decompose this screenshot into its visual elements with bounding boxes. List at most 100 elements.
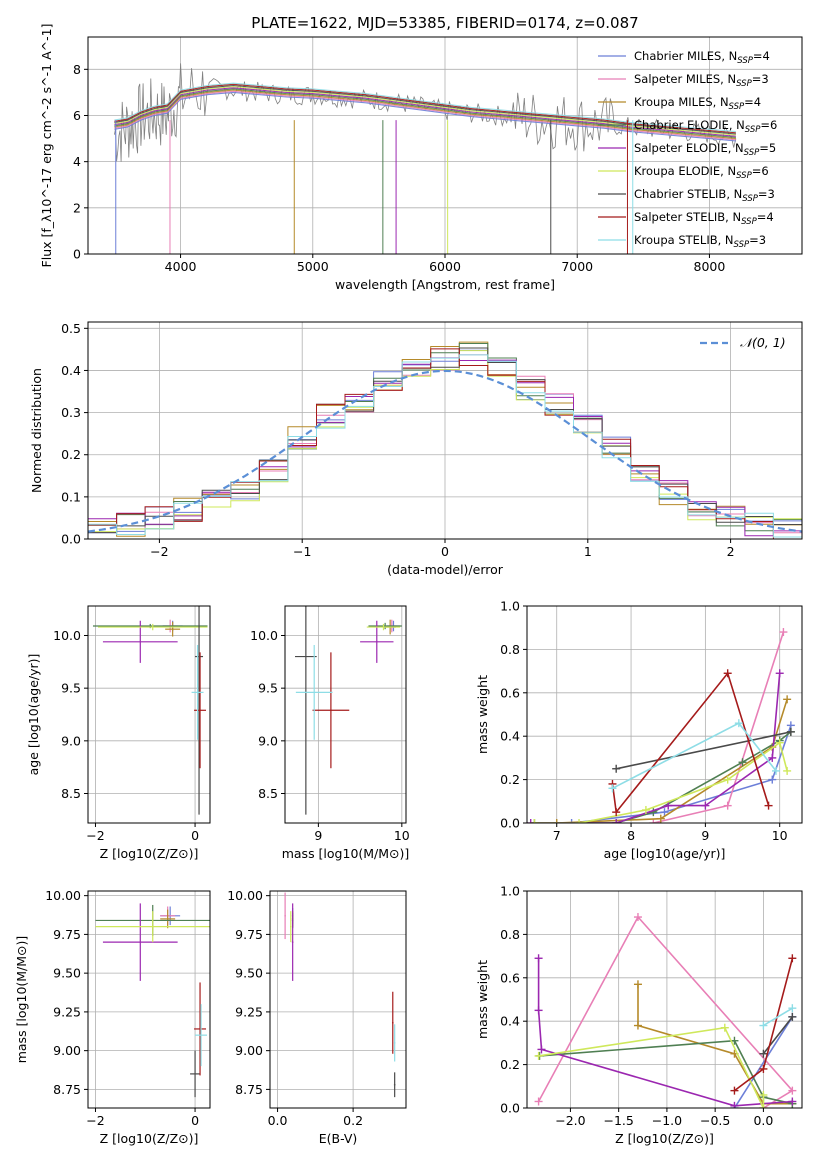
y-tick-label: 9.00 xyxy=(53,1043,81,1058)
weight-marker xyxy=(608,784,617,793)
model-spectrum-line xyxy=(114,87,736,137)
spectrum-legend: Chabrier MILES, NSSP=4 Salpeter MILES, NS… xyxy=(598,49,777,250)
error-bar-point xyxy=(195,1004,208,1067)
weight-marker xyxy=(786,727,795,736)
x-tick-label: 2 xyxy=(727,544,735,559)
y-tick-label: 0.0 xyxy=(61,532,81,547)
x-tick-label: 8 xyxy=(627,828,635,843)
weight-marker xyxy=(759,1049,768,1058)
y-tick-label: 0.8 xyxy=(500,927,520,942)
mass_vs_EBV-frame: 0.0 0.2 8.75 9.00 9.25 9.50 9.75 10.00 E(B-V) xyxy=(227,888,407,1146)
x-tick-label: −1 xyxy=(293,544,311,559)
weight-marker xyxy=(788,1004,797,1013)
model-spectrum-line xyxy=(114,88,736,138)
weight-marker xyxy=(534,1051,543,1060)
weight-marker xyxy=(664,801,673,810)
age_vs_mass-points xyxy=(295,606,402,815)
y-tick-label: 9.50 xyxy=(53,966,81,981)
error-bar-point xyxy=(312,652,350,769)
error-bar-point xyxy=(290,911,292,943)
weight-marker xyxy=(775,738,784,747)
x-tick-label: −2 xyxy=(86,1113,104,1128)
mass_vs_EBV-points xyxy=(284,892,396,1098)
x-tick-label: 0 xyxy=(191,828,199,843)
weight-series-line xyxy=(762,1007,793,1027)
weight-series-line xyxy=(733,1016,794,1108)
y-tick-label: 1.0 xyxy=(500,884,520,899)
weight-marker xyxy=(612,819,621,823)
age_vs_mass-frame: 9 10 8.5 9.0 9.5 10.0 mass [log10(M/M⊙)] xyxy=(250,605,410,861)
x-tick-label: 10 xyxy=(772,828,788,843)
y-tick-label: 0.0 xyxy=(500,1101,520,1116)
y-tick-label: 8.5 xyxy=(258,786,278,801)
x-axis-label: wavelength [Angstrom, rest frame] xyxy=(335,277,555,292)
weight-marker xyxy=(633,980,642,989)
y-tick-label: 9.25 xyxy=(53,1004,81,1019)
weight-marker xyxy=(738,758,747,767)
weight-marker xyxy=(720,1023,729,1032)
axes-frame xyxy=(526,605,803,824)
error-bar-point xyxy=(284,892,286,940)
y-tick-label: 8.75 xyxy=(53,1082,81,1097)
y-axis-label: age [log10(age/yr)] xyxy=(26,654,41,776)
weight-series-line xyxy=(537,915,794,1108)
x-tick-label: −2 xyxy=(86,828,104,843)
y-tick-label: 8.5 xyxy=(61,786,81,801)
weight-marker xyxy=(723,669,732,678)
error-bar-point xyxy=(368,622,402,630)
model-spectrum-line xyxy=(114,84,736,135)
y-tick-label: 0.4 xyxy=(500,729,520,744)
weight-series-line xyxy=(539,1039,793,1105)
weight-series-line xyxy=(611,671,770,815)
mass_weight_vs_age-axes xyxy=(527,605,802,824)
weight-series-line xyxy=(534,731,792,823)
y-tick-label: 1.0 xyxy=(500,599,520,614)
y-tick-label: 2 xyxy=(73,200,81,215)
weight-series-line xyxy=(616,731,792,770)
x-axis-label: Z [log10(Z/Z⊙)] xyxy=(100,1131,199,1146)
legend-label: Kroupa ELODIE, NSSP=6 xyxy=(634,164,769,181)
x-axis-label: Z [log10(Z/Z⊙)] xyxy=(100,846,199,861)
x-axis-label: age [log10(age/yr)] xyxy=(604,846,726,861)
y-tick-label: 10.00 xyxy=(45,888,81,903)
error-bar-point xyxy=(97,623,208,631)
x-tick-label: 6000 xyxy=(429,259,461,274)
residuals-axes xyxy=(88,322,802,540)
weight-series-line xyxy=(530,673,781,823)
histogram-step xyxy=(88,354,802,539)
weight-series-line xyxy=(556,699,788,823)
y-axis-label: mass [log10(M/M⊙)] xyxy=(14,936,29,1064)
y-tick-label: 9.75 xyxy=(235,927,263,942)
weight-marker xyxy=(656,814,665,823)
weight-marker xyxy=(534,1006,543,1015)
y-tick-label: 0.1 xyxy=(61,489,81,504)
y-tick-label: 8.75 xyxy=(235,1082,263,1097)
y-axis-label: Flux [f_λ10^-17 erg cm^-2 s^-1 A^-1] xyxy=(39,24,54,268)
axes-frame xyxy=(87,890,211,1109)
weight-marker xyxy=(783,766,792,775)
model-spectrum-line xyxy=(114,89,736,140)
y-tick-label: 10.0 xyxy=(53,628,81,643)
y-tick-label: 10.0 xyxy=(250,628,278,643)
weight-marker xyxy=(612,808,621,817)
mass_vs_Z-points xyxy=(95,903,210,1098)
mass_weight_vs_age-series xyxy=(527,628,795,823)
y-tick-label: 9.0 xyxy=(61,733,81,748)
weight-marker xyxy=(701,801,710,810)
weight-marker xyxy=(788,1086,797,1095)
y-tick-label: 0.6 xyxy=(500,685,520,700)
model-spectrum-line xyxy=(114,83,736,134)
gaussian-curve xyxy=(88,369,802,533)
spectrum-frame: 4000 5000 6000 7000 8000 0 2 4 6 8 wavelength [Ang… xyxy=(39,24,803,292)
x-tick-label: 7000 xyxy=(561,259,593,274)
y-tick-label: 9.75 xyxy=(53,927,81,942)
weight-marker xyxy=(730,1086,739,1095)
weight-marker xyxy=(759,1021,768,1030)
axes-frame xyxy=(269,890,407,1109)
legend-label: Kroupa STELIB, NSSP=3 xyxy=(634,233,766,250)
legend-label: Chabrier ELODIE, NSSP=6 xyxy=(634,118,777,135)
x-tick-label: 9 xyxy=(701,828,709,843)
error-bar-point xyxy=(295,644,333,740)
y-axis-label: mass weight xyxy=(475,675,490,754)
x-tick-label: 5000 xyxy=(297,259,329,274)
